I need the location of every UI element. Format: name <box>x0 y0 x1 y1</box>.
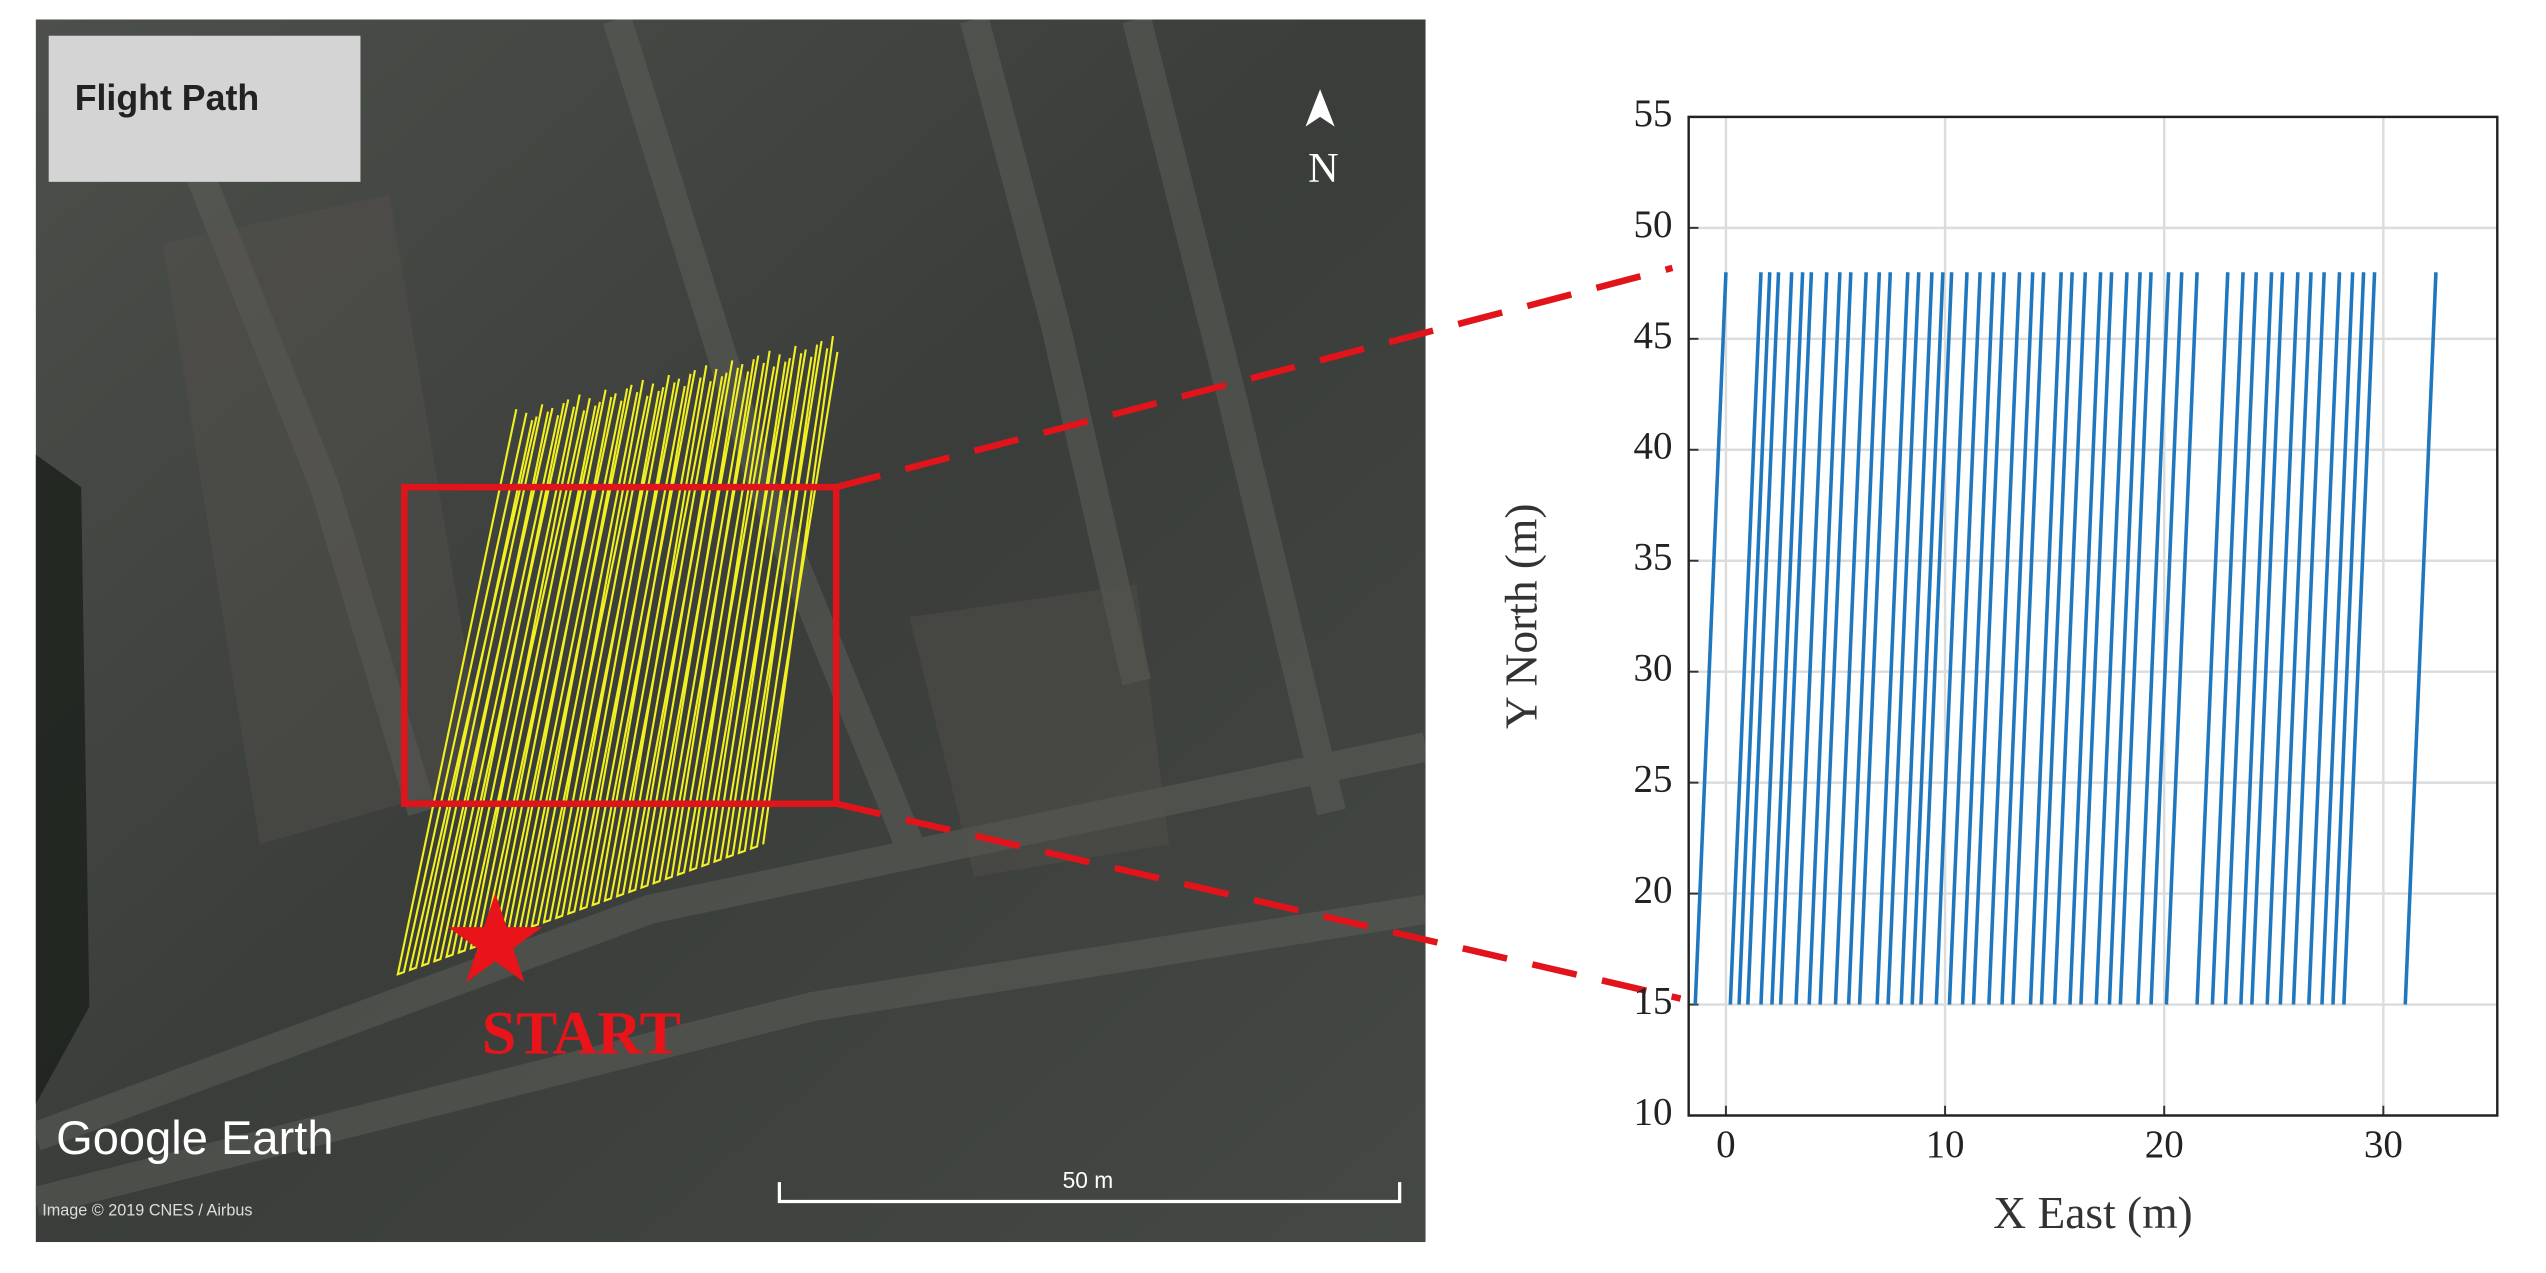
field-patches <box>162 194 1170 877</box>
north-label: N <box>1308 145 1338 192</box>
x-tick-label: 10 <box>1926 1123 1965 1166</box>
x-tick-label: 0 <box>1716 1123 1735 1166</box>
y-tick-label: 35 <box>1633 536 1672 579</box>
start-star <box>448 893 543 983</box>
title-box <box>48 35 361 182</box>
y-tick-label: 20 <box>1633 869 1672 912</box>
y-tick-label: 30 <box>1633 647 1672 690</box>
scale-label: 50 m <box>1063 1167 1114 1193</box>
zoom-connector <box>835 264 1682 1002</box>
credit: Image © 2019 CNES / Airbus <box>42 1202 252 1220</box>
satellite-map: Flight Path N START Google Earth Image ©… <box>35 19 1426 1243</box>
y-tick-label: 40 <box>1633 425 1672 468</box>
scale-bar <box>777 1182 1402 1204</box>
map-title: Flight Path <box>75 78 260 118</box>
y-tick-label: 55 <box>1633 92 1672 135</box>
y-tick-label: 45 <box>1633 314 1672 357</box>
zoom-box <box>401 483 840 807</box>
x-tick-label: 30 <box>2364 1123 2403 1166</box>
y-tick-label: 15 <box>1633 979 1672 1022</box>
y-tick-label: 50 <box>1633 203 1672 246</box>
plot: 10 15 20 25 30 35 40 45 50 55 0 10 20 30 X East (m) Y N… <box>1496 92 2499 1238</box>
x-tick-label: 20 <box>2145 1123 2184 1166</box>
y-axis-label: Y North (m) <box>1496 503 1547 729</box>
data-line <box>1693 272 2438 1005</box>
tree-line <box>35 454 90 1105</box>
y-tick-label: 10 <box>1633 1090 1672 1133</box>
north-arrow <box>1305 89 1335 127</box>
y-tick-label: 25 <box>1633 758 1672 801</box>
plot-frame <box>1687 115 2499 1117</box>
start-label: START <box>482 999 681 1067</box>
brand: Google Earth <box>56 1111 333 1164</box>
x-axis-label: X East (m) <box>1993 1187 2192 1238</box>
